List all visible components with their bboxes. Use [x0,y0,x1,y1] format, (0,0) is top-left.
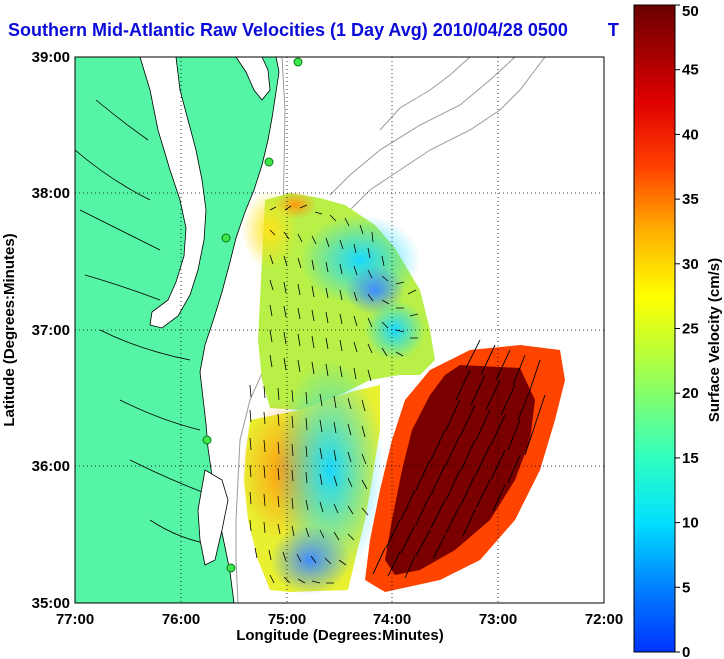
y-axis: 39:00 38:00 37:00 36:00 35:00 Latitude (… [1,49,70,612]
plot-frame [74,56,605,604]
y-tick-label: 35:00 [32,595,70,612]
colorbar-tick-label: 40 [682,126,699,143]
colorbar-tick-label: 35 [682,191,699,208]
velocity-vectors [249,204,546,584]
grid-lines [75,57,604,603]
chesapeake-bay [139,57,207,329]
x-tick-label: 74:00 [373,611,411,628]
colorbar-scale [633,4,676,653]
x-axis: 77:00 76:00 75:00 74:00 73:00 72:00 Long… [56,611,623,644]
x-tick-label: 72:00 [585,611,623,628]
colorbar-label: Surface Velocity (cm/s) [706,258,723,422]
chart-title: Southern Mid-Atlantic Raw Velocities (1 … [8,20,619,40]
velocity-color-field [240,190,565,595]
colorbar-tick-label: 30 [682,256,699,273]
colorbar-tick-label: 0 [682,644,690,659]
x-tick-label: 73:00 [479,611,517,628]
colorbar: 0 5 10 15 20 25 30 35 40 45 50 Surface Velocity (c… [633,3,723,659]
y-tick-label: 38:00 [32,185,70,202]
y-tick-label: 36:00 [32,458,70,475]
y-tick-label: 39:00 [32,49,70,66]
colorbar-tick-label: 45 [682,62,699,79]
x-tick-label: 77:00 [56,611,94,628]
y-tick-label: 37:00 [32,322,70,339]
colorbar-tick-label: 20 [682,385,699,402]
pamlico-sound [197,469,229,566]
colorbar-tick-label: 10 [682,515,699,532]
river-lines [75,99,216,546]
delaware-bay [235,57,271,101]
colorbar-tick-label: 15 [682,450,699,467]
x-tick-label: 76:00 [162,611,200,628]
colorbar-tick-label: 25 [682,321,699,338]
colorbar-tick-label: 5 [682,579,690,596]
land-mass [75,57,280,603]
x-axis-label: Longitude (Degrees:Minutes) [236,627,444,644]
colorbar-tick-label: 50 [682,3,699,20]
hf-radar-stations [202,57,303,573]
y-axis-label: Latitude (Degrees:Minutes) [1,233,18,426]
x-tick-label: 75:00 [268,611,306,628]
